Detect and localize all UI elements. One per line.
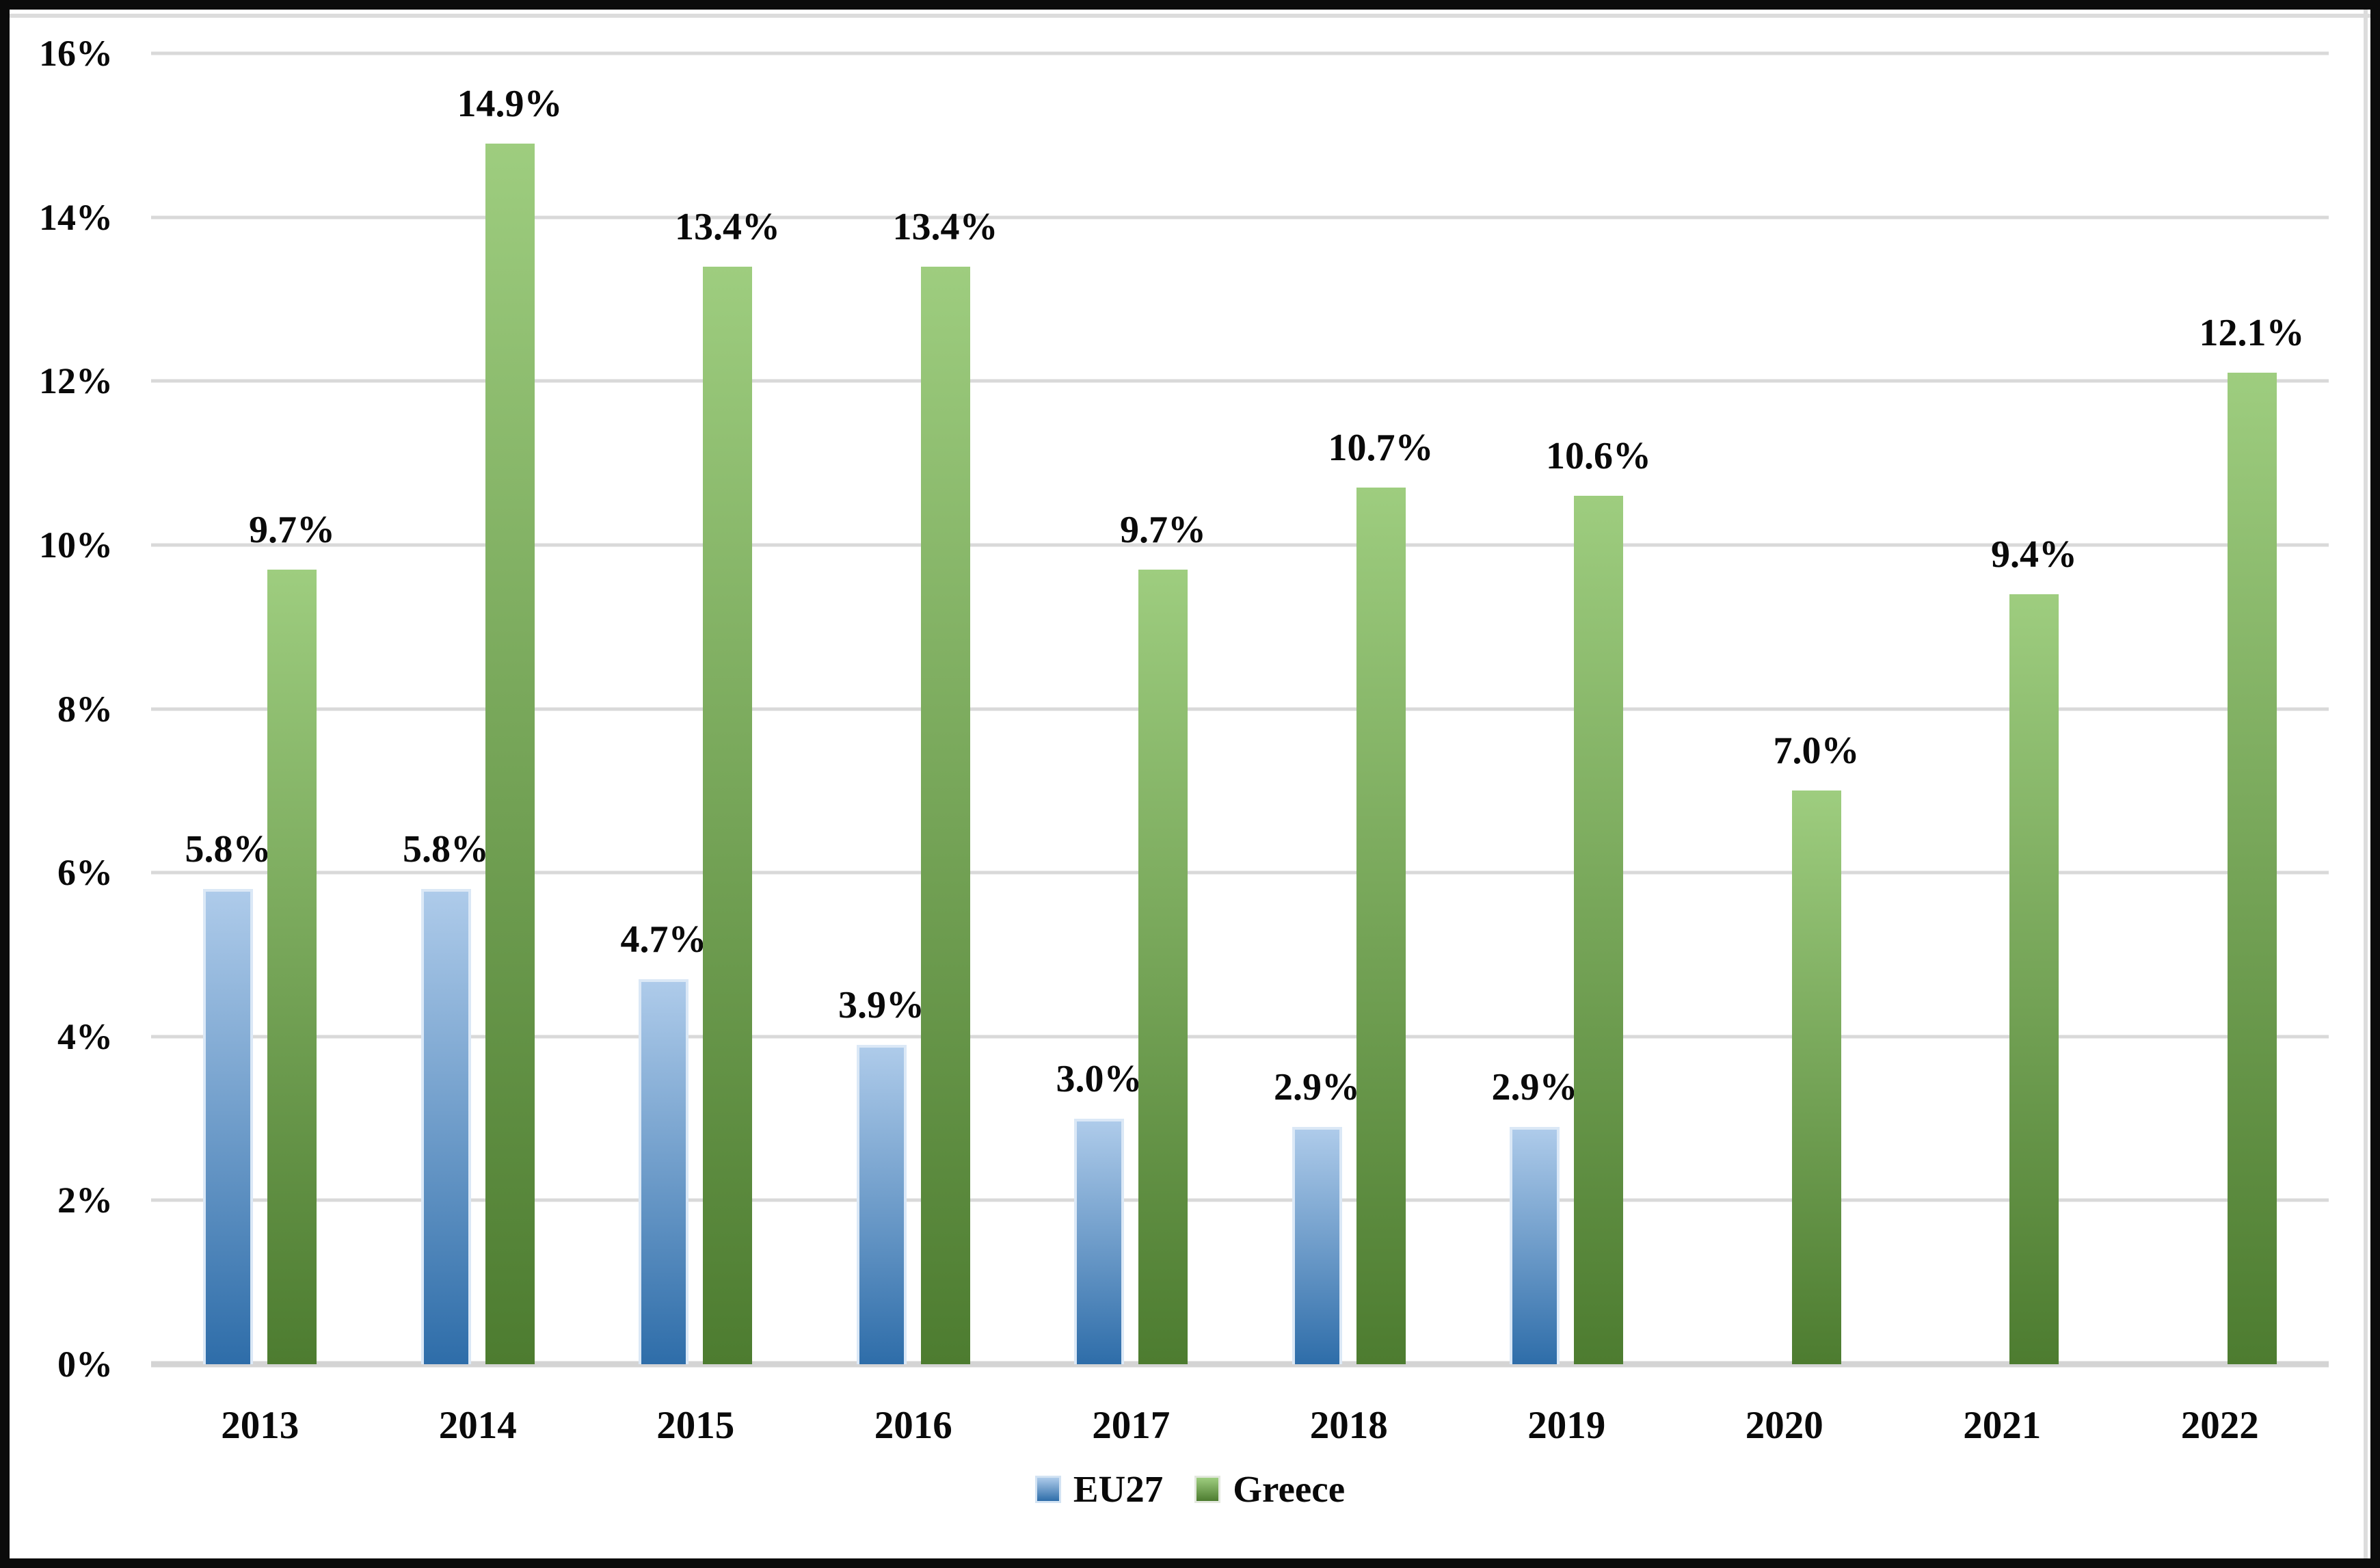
bar-eu27-2015 (639, 979, 688, 1364)
x-axis-category-label-2016: 2016 (874, 1404, 952, 1447)
bar-group-2022: 12.1% (2111, 53, 2329, 1364)
bar-eu27-2017 (1074, 1118, 1124, 1364)
value-label-eu27-2015: 4.7% (620, 918, 707, 961)
x-axis-category-label-2020: 2020 (1745, 1404, 1823, 1447)
legend: EU27 Greece (0, 1470, 2380, 1508)
y-axis-tick-label: 12% (39, 360, 113, 402)
plot-area: 5.8% 9.7% 5.8% 14.9% 4.7% 13.4% 3.9% 13.4% 3.0% 9… (151, 51, 2329, 1368)
value-label-greece-2021: 9.4% (1991, 533, 2077, 576)
bar-greece-2018 (1356, 488, 1406, 1364)
bar-eu27-2013 (203, 889, 253, 1364)
value-label-eu27-2016: 3.9% (838, 983, 924, 1026)
bar-greece-2022 (2227, 373, 2277, 1364)
y-axis-tick-label: 6% (57, 852, 113, 894)
bar-group-2019: 2.9% 10.6% (1458, 53, 1676, 1364)
bar-greece-2015 (703, 266, 752, 1364)
bar-group-2018: 2.9% 10.7% (1240, 53, 1458, 1364)
value-label-eu27-2019: 2.9% (1491, 1065, 1578, 1108)
y-axis-tick-label: 14% (39, 196, 113, 238)
value-label-greece-2014: 14.9% (457, 82, 563, 125)
bar-group-2016: 3.9% 13.4% (805, 53, 1023, 1364)
gridline (151, 871, 2329, 875)
x-axis-category-label-2019: 2019 (1527, 1404, 1606, 1447)
value-label-eu27-2018: 2.9% (1274, 1065, 1360, 1108)
x-axis-category-label-2015: 2015 (656, 1404, 735, 1447)
y-axis: 0% 2% 4% 6% 8% 10% 12% 14% 16% (0, 35, 113, 1383)
value-label-greece-2020: 7.0% (1773, 730, 1860, 773)
bar-group-2020: 7.0% (1676, 53, 1894, 1364)
gridline (151, 379, 2329, 383)
y-axis-tick-label: 0% (57, 1344, 113, 1385)
gridline (151, 215, 2329, 220)
legend-item-greece: Greece (1194, 1470, 1345, 1508)
bar-eu27-2018 (1292, 1126, 1342, 1364)
y-axis-tick-label: 16% (39, 33, 113, 74)
legend-label-greece: Greece (1233, 1468, 1346, 1510)
gridline (151, 1198, 2329, 1202)
value-label-greece-2013: 9.7% (249, 508, 335, 551)
gridline (151, 707, 2329, 710)
gridline (151, 51, 2329, 55)
bar-greece-2019 (1574, 496, 1623, 1364)
x-axis-category-label-2021: 2021 (1963, 1404, 2042, 1447)
x-axis-category-label-2022: 2022 (2180, 1404, 2259, 1447)
bar-group-2013: 5.8% 9.7% (151, 53, 369, 1364)
bar-group-2015: 4.7% 13.4% (587, 53, 805, 1364)
bar-greece-2017 (1138, 569, 1188, 1364)
bar-group-2014: 5.8% 14.9% (369, 53, 587, 1364)
y-axis-tick-label: 10% (39, 524, 113, 566)
legend-item-eu27: EU27 (1034, 1468, 1164, 1510)
value-label-greece-2022: 12.1% (2199, 312, 2305, 355)
value-label-greece-2017: 9.7% (1120, 508, 1206, 551)
bar-eu27-2016 (856, 1044, 907, 1364)
legend-marker-greece (1194, 1475, 1221, 1503)
gridline (151, 1035, 2329, 1039)
y-axis-tick-label: 2% (57, 1180, 113, 1221)
bar-greece-2021 (2009, 594, 2059, 1364)
x-axis-baseline (151, 1361, 2329, 1368)
legend-label-eu27: EU27 (1073, 1468, 1164, 1510)
bar-greece-2014 (485, 143, 535, 1364)
bar-greece-2020 (1791, 790, 1841, 1364)
x-axis-category-label-2014: 2014 (438, 1404, 517, 1447)
inner-keyline-right (2364, 10, 2368, 1558)
bar-eu27-2014 (420, 889, 471, 1364)
x-axis-category-label-2017: 2017 (1092, 1404, 1171, 1447)
y-axis-tick-label: 8% (57, 688, 113, 730)
value-label-eu27-2017: 3.0% (1056, 1057, 1142, 1100)
value-label-eu27-2013: 5.8% (185, 828, 271, 871)
value-label-greece-2015: 13.4% (675, 205, 780, 248)
bar-greece-2016 (920, 266, 970, 1364)
x-axis-category-label-2018: 2018 (1309, 1404, 1388, 1447)
bar-group-2021: 9.4% (1893, 53, 2111, 1364)
inner-keyline-top (10, 14, 2370, 18)
value-label-greece-2019: 10.6% (1546, 435, 1651, 477)
bar-group-2017: 3.0% 9.7% (1022, 53, 1240, 1364)
y-axis-tick-label: 4% (57, 1015, 113, 1057)
legend-marker-eu27 (1034, 1475, 1061, 1503)
bar-greece-2013 (267, 569, 317, 1364)
x-axis: 2013 2014 2015 2016 2017 2018 2019 2020 2021 2022 (151, 1406, 2329, 1448)
value-label-greece-2018: 10.7% (1328, 427, 1434, 470)
value-label-greece-2016: 13.4% (892, 205, 998, 248)
gridline (151, 543, 2329, 547)
bar-eu27-2019 (1510, 1126, 1560, 1364)
x-axis-category-label-2013: 2013 (221, 1404, 299, 1447)
value-label-eu27-2014: 5.8% (403, 828, 489, 871)
